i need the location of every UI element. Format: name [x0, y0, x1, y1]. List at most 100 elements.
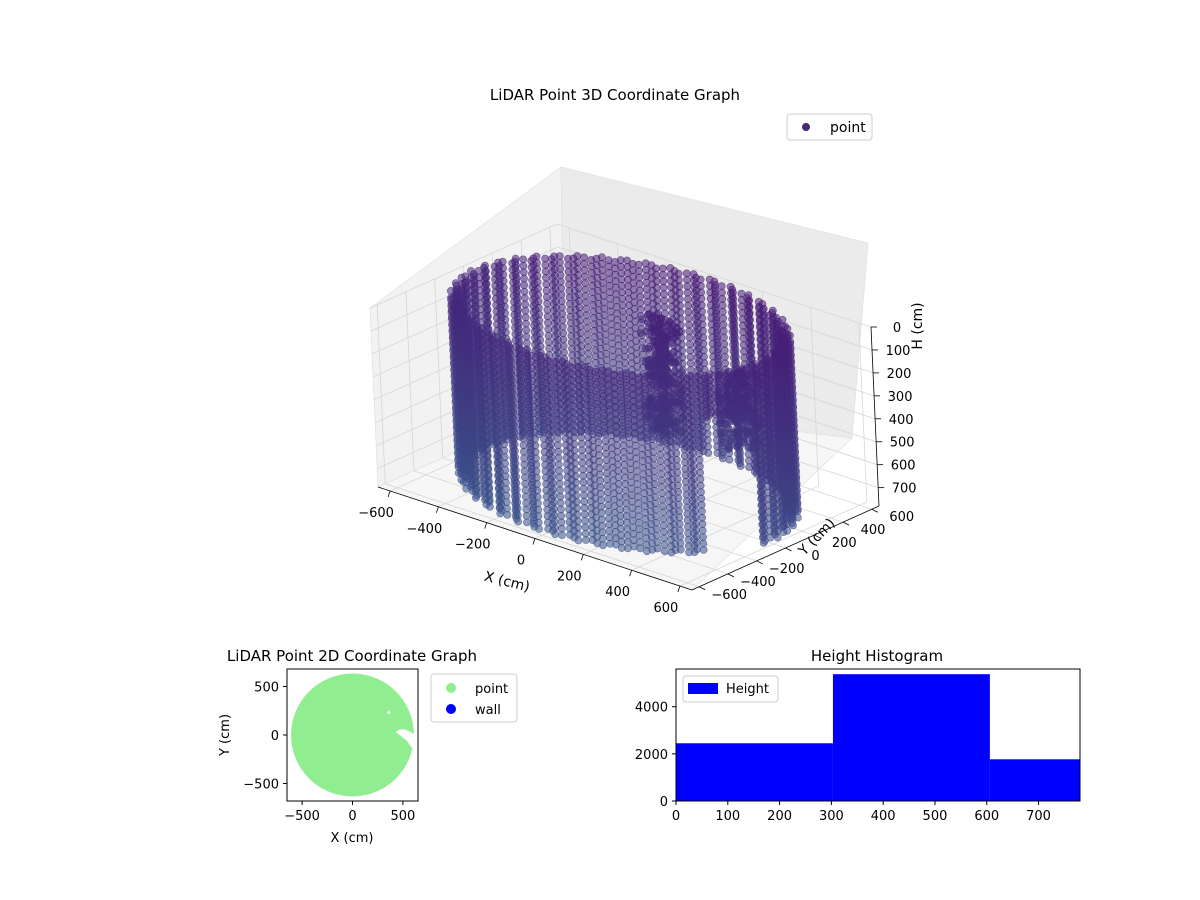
- point-marker: [549, 473, 556, 480]
- point-marker: [686, 334, 693, 341]
- point-marker: [657, 316, 664, 323]
- point-marker: [767, 367, 774, 374]
- point-marker: [495, 478, 502, 485]
- point-marker: [771, 463, 778, 470]
- point-marker: [718, 283, 725, 290]
- point-marker: [529, 390, 536, 397]
- point-marker: [575, 537, 582, 544]
- point-marker: [726, 445, 733, 452]
- point-marker: [639, 338, 646, 345]
- point-marker: [460, 414, 467, 421]
- point-marker: [595, 432, 602, 439]
- point-marker: [732, 353, 739, 360]
- point-marker: [703, 414, 710, 421]
- point-marker: [535, 513, 542, 520]
- point-marker: [555, 454, 562, 461]
- point-marker: [748, 444, 755, 451]
- point-marker: [770, 438, 777, 445]
- point-marker: [694, 405, 701, 412]
- point-marker: [584, 344, 591, 351]
- point-marker: [532, 341, 539, 348]
- point-marker: [552, 531, 559, 538]
- point-marker: [613, 303, 620, 310]
- point-marker: [713, 320, 720, 327]
- point-marker: [737, 456, 744, 463]
- point-marker: [480, 362, 487, 369]
- grid-line: [859, 323, 867, 502]
- point-marker: [544, 300, 551, 307]
- point-marker: [724, 411, 731, 418]
- point-marker: [754, 398, 761, 405]
- point-marker: [637, 545, 644, 552]
- point-marker: [693, 379, 700, 386]
- point-marker: [472, 305, 479, 312]
- point-marker: [755, 417, 762, 424]
- point-marker: [736, 389, 743, 396]
- point-marker: [758, 494, 765, 501]
- point-marker: [720, 334, 727, 341]
- point-marker: [578, 434, 585, 441]
- point-marker: [551, 524, 558, 531]
- point-marker: [569, 408, 576, 415]
- point-marker: [467, 366, 474, 373]
- point-marker: [676, 289, 683, 296]
- point-marker: [581, 511, 588, 518]
- point-marker: [716, 411, 723, 418]
- point-marker: [630, 403, 637, 410]
- point-marker: [557, 506, 564, 513]
- point-marker: [678, 369, 685, 376]
- point-marker: [736, 408, 743, 415]
- point-marker: [529, 289, 536, 296]
- point-marker: [579, 459, 586, 466]
- point-marker: [598, 509, 605, 516]
- point-marker: [766, 318, 773, 325]
- point-marker: [668, 549, 675, 556]
- point-marker: [501, 460, 508, 467]
- point-marker: [469, 411, 476, 418]
- point-marker: [484, 306, 491, 313]
- point-marker: [737, 462, 744, 469]
- point-marker: [491, 381, 498, 388]
- point-marker: [665, 472, 672, 479]
- point-marker: [635, 261, 642, 268]
- point-marker: [698, 302, 705, 309]
- point-marker: [636, 532, 643, 539]
- point-marker: [493, 314, 500, 321]
- point-marker: [740, 435, 747, 442]
- point-marker: [719, 455, 726, 462]
- point-marker: [583, 318, 590, 325]
- point-marker: [465, 340, 472, 347]
- point-marker: [521, 461, 528, 468]
- point-marker: [467, 385, 474, 392]
- point-marker: [726, 456, 733, 463]
- point-marker: [596, 458, 603, 465]
- point-marker: [457, 363, 464, 370]
- point-marker: [616, 355, 623, 362]
- point-marker: [511, 441, 518, 448]
- point-marker: [774, 534, 781, 541]
- point-marker: [666, 498, 673, 505]
- point-marker: [593, 407, 600, 414]
- point-marker: [679, 360, 686, 367]
- point-marker: [637, 330, 644, 337]
- point-marker: [756, 443, 763, 450]
- point-marker: [767, 337, 774, 344]
- point-marker: [558, 532, 565, 539]
- point-marker: [682, 459, 689, 466]
- point-marker: [661, 535, 668, 542]
- point-marker: [652, 265, 659, 272]
- point-marker: [650, 364, 657, 371]
- point-marker: [575, 363, 582, 370]
- point-marker: [727, 438, 734, 445]
- point-marker: [523, 327, 530, 334]
- point-marker: [670, 349, 677, 356]
- point-marker: [493, 426, 500, 433]
- point-marker: [650, 337, 657, 344]
- point-marker: [687, 360, 694, 367]
- point-marker: [661, 303, 668, 310]
- point-marker: [768, 386, 775, 393]
- point-marker: [490, 356, 497, 363]
- point-marker: [696, 456, 703, 463]
- point-marker: [631, 429, 638, 436]
- point-marker: [553, 403, 560, 410]
